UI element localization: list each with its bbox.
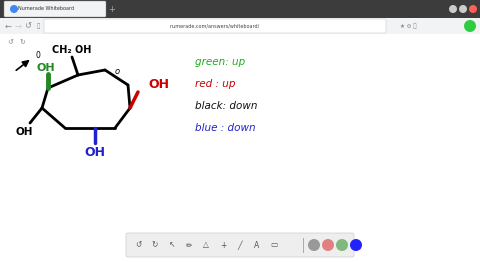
FancyBboxPatch shape (44, 19, 386, 33)
Circle shape (336, 239, 348, 251)
Text: red : up: red : up (195, 79, 236, 89)
Text: ↖: ↖ (169, 241, 175, 249)
Circle shape (322, 239, 334, 251)
Circle shape (449, 5, 457, 13)
Text: Numerade Whiteboard: Numerade Whiteboard (18, 7, 74, 12)
Text: 0: 0 (35, 52, 40, 61)
Text: OH: OH (15, 127, 33, 137)
Text: ↻: ↻ (19, 39, 25, 45)
Text: green: up: green: up (195, 57, 245, 67)
Text: black: down: black: down (195, 101, 257, 111)
Text: OH: OH (148, 78, 169, 90)
Text: ▭: ▭ (270, 241, 277, 249)
Text: numerade.com/answers/whiteboard/: numerade.com/answers/whiteboard/ (170, 24, 260, 29)
Text: A: A (254, 241, 260, 249)
Text: OH: OH (84, 145, 106, 159)
Circle shape (10, 5, 18, 13)
FancyBboxPatch shape (4, 1, 106, 17)
Text: ↺: ↺ (7, 39, 13, 45)
Text: ╱: ╱ (238, 240, 242, 250)
Circle shape (469, 5, 477, 13)
Text: o: o (114, 68, 120, 77)
Text: ←: ← (4, 21, 12, 30)
Text: △: △ (203, 241, 209, 249)
Text: ★ ⚙ 👤: ★ ⚙ 👤 (400, 23, 417, 29)
Text: ↺: ↺ (135, 241, 141, 249)
Circle shape (459, 5, 467, 13)
Text: ✏: ✏ (186, 241, 192, 249)
Bar (0, 18, 480, 34)
FancyBboxPatch shape (126, 233, 354, 257)
Text: →: → (14, 21, 22, 30)
Text: CH₂ OH: CH₂ OH (52, 45, 92, 55)
Circle shape (350, 239, 362, 251)
Text: 🔒: 🔒 (36, 23, 40, 29)
Text: OH: OH (36, 63, 55, 73)
Text: +: + (108, 4, 115, 14)
Text: +: + (220, 241, 226, 249)
Text: ↻: ↻ (152, 241, 158, 249)
Bar (0, 0, 480, 18)
Circle shape (308, 239, 320, 251)
Text: blue : down: blue : down (195, 123, 256, 133)
Text: ↺: ↺ (24, 21, 32, 30)
Circle shape (464, 20, 476, 32)
